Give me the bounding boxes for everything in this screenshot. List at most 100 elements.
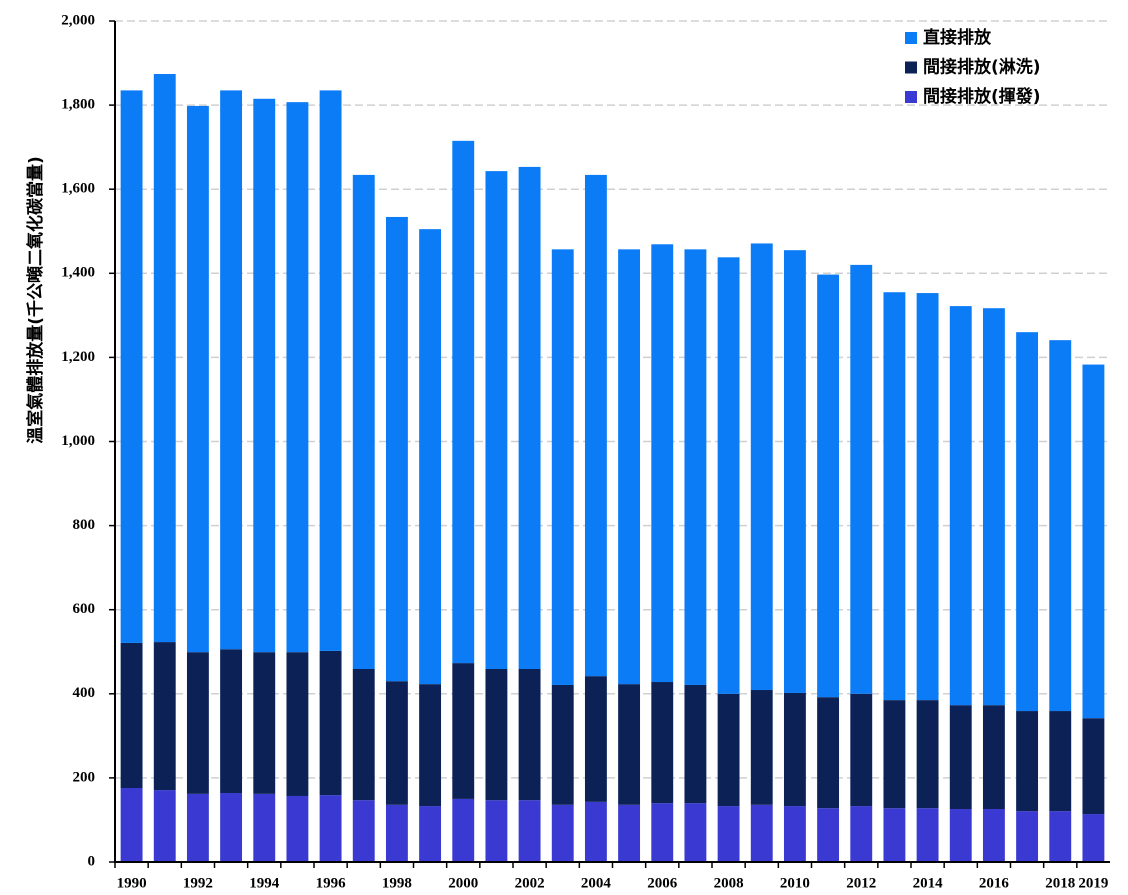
- bar-segment: [750, 690, 773, 805]
- x-tick-label: 2008: [714, 875, 744, 891]
- y-tick-label: 1,200: [61, 349, 95, 365]
- bar-segment: [1049, 340, 1072, 712]
- y-tick-label: 1,400: [61, 265, 95, 281]
- bar-segment: [916, 700, 939, 809]
- bar-segment: [485, 800, 508, 862]
- x-tick-label: 2016: [979, 875, 1010, 891]
- bar-segment: [253, 793, 276, 862]
- bar-segment: [1016, 811, 1039, 862]
- bar-segment: [385, 681, 408, 805]
- y-tick-label: 1,600: [61, 181, 95, 197]
- x-tick-label: 2002: [515, 875, 545, 891]
- bar-segment: [949, 809, 972, 862]
- bar-segment: [253, 98, 276, 653]
- x-tick-label: 1994: [249, 875, 280, 891]
- bar-segment: [220, 90, 243, 650]
- bar-segment: [949, 705, 972, 810]
- x-tick-label: 1992: [183, 875, 213, 891]
- bar-segment: [783, 692, 806, 807]
- y-tick-label: 1,800: [61, 97, 95, 113]
- bar-segment: [750, 243, 773, 691]
- bar-segment: [916, 808, 939, 862]
- bar-segment: [618, 804, 641, 862]
- bar-segment: [982, 308, 1005, 706]
- legend-swatch: [905, 91, 917, 103]
- x-tick-label: 2004: [581, 875, 612, 891]
- bar-segment: [286, 795, 309, 862]
- y-tick-label: 1,000: [61, 433, 95, 449]
- y-tick-label: 400: [73, 685, 96, 701]
- bar-segment: [120, 90, 143, 643]
- bar-segment: [120, 787, 143, 862]
- legend-label: 間接排放(淋洗): [923, 57, 1041, 78]
- bar-segment: [684, 803, 707, 862]
- x-tick-label: 1996: [316, 875, 347, 891]
- y-tick-label: 200: [73, 769, 96, 785]
- bar-segment: [916, 293, 939, 701]
- legend-label: 間接排放(揮發): [923, 86, 1041, 107]
- bar-segment: [352, 174, 375, 669]
- bar-segment: [186, 793, 209, 862]
- bar-segment: [1082, 814, 1105, 862]
- bar-segment: [651, 244, 674, 683]
- bar-segment: [584, 174, 607, 677]
- bar-segment: [584, 801, 607, 862]
- bar-segment: [850, 264, 873, 694]
- bar-segment: [319, 650, 342, 796]
- x-tick-label: 2014: [913, 875, 944, 891]
- bar-segment: [485, 668, 508, 801]
- x-tick-label: 1990: [117, 875, 147, 891]
- bar-segment: [153, 642, 176, 791]
- bar-segment: [1082, 364, 1105, 719]
- bar-segment: [352, 800, 375, 862]
- bar-segment: [982, 809, 1005, 862]
- x-tick-label: 1998: [382, 875, 412, 891]
- bar-segment: [750, 804, 773, 862]
- bar-segment: [1049, 811, 1072, 862]
- bar-segment: [1049, 711, 1072, 812]
- bar-segment: [220, 793, 243, 862]
- bar-segment: [651, 682, 674, 804]
- x-tick-label: 2006: [647, 875, 678, 891]
- bar-segment: [584, 676, 607, 802]
- bar-segment: [883, 292, 906, 701]
- bar-segment: [452, 798, 475, 862]
- bar-segment: [783, 250, 806, 693]
- x-tick-label: 2000: [448, 875, 478, 891]
- bar-segment: [452, 663, 475, 799]
- legend-swatch: [905, 61, 917, 74]
- bar-segment: [651, 803, 674, 862]
- bar-segment: [518, 800, 541, 862]
- bar-segment: [319, 90, 342, 651]
- bar-segment: [1016, 332, 1039, 712]
- x-tick-label: 2018: [1045, 875, 1075, 891]
- legend-swatch: [905, 32, 917, 44]
- legend-label: 直接排放: [923, 27, 992, 48]
- bar-segment: [883, 808, 906, 862]
- bar-segment: [286, 652, 309, 796]
- bar-segment: [419, 684, 442, 807]
- bar-segment: [518, 166, 541, 669]
- bar-segment: [783, 806, 806, 862]
- bar-segment: [186, 105, 209, 653]
- y-tick-label: 2,000: [61, 12, 95, 28]
- bar-segment: [551, 684, 574, 805]
- bar-segment: [684, 684, 707, 804]
- bar-segment: [949, 306, 972, 706]
- bar-segment: [452, 140, 475, 664]
- bar-segment: [817, 808, 840, 862]
- y-tick-label: 800: [73, 517, 96, 533]
- bar-segment: [618, 684, 641, 805]
- y-tick-label: 0: [88, 853, 96, 869]
- bar-segment: [1016, 711, 1039, 812]
- bar-segment: [551, 249, 574, 685]
- bar-segment: [817, 274, 840, 698]
- bar-segment: [153, 790, 176, 862]
- bar-segment: [850, 806, 873, 862]
- bar-segment: [850, 693, 873, 807]
- bar-segment: [419, 806, 442, 862]
- bar-segment: [153, 73, 176, 643]
- bar-segment: [551, 804, 574, 862]
